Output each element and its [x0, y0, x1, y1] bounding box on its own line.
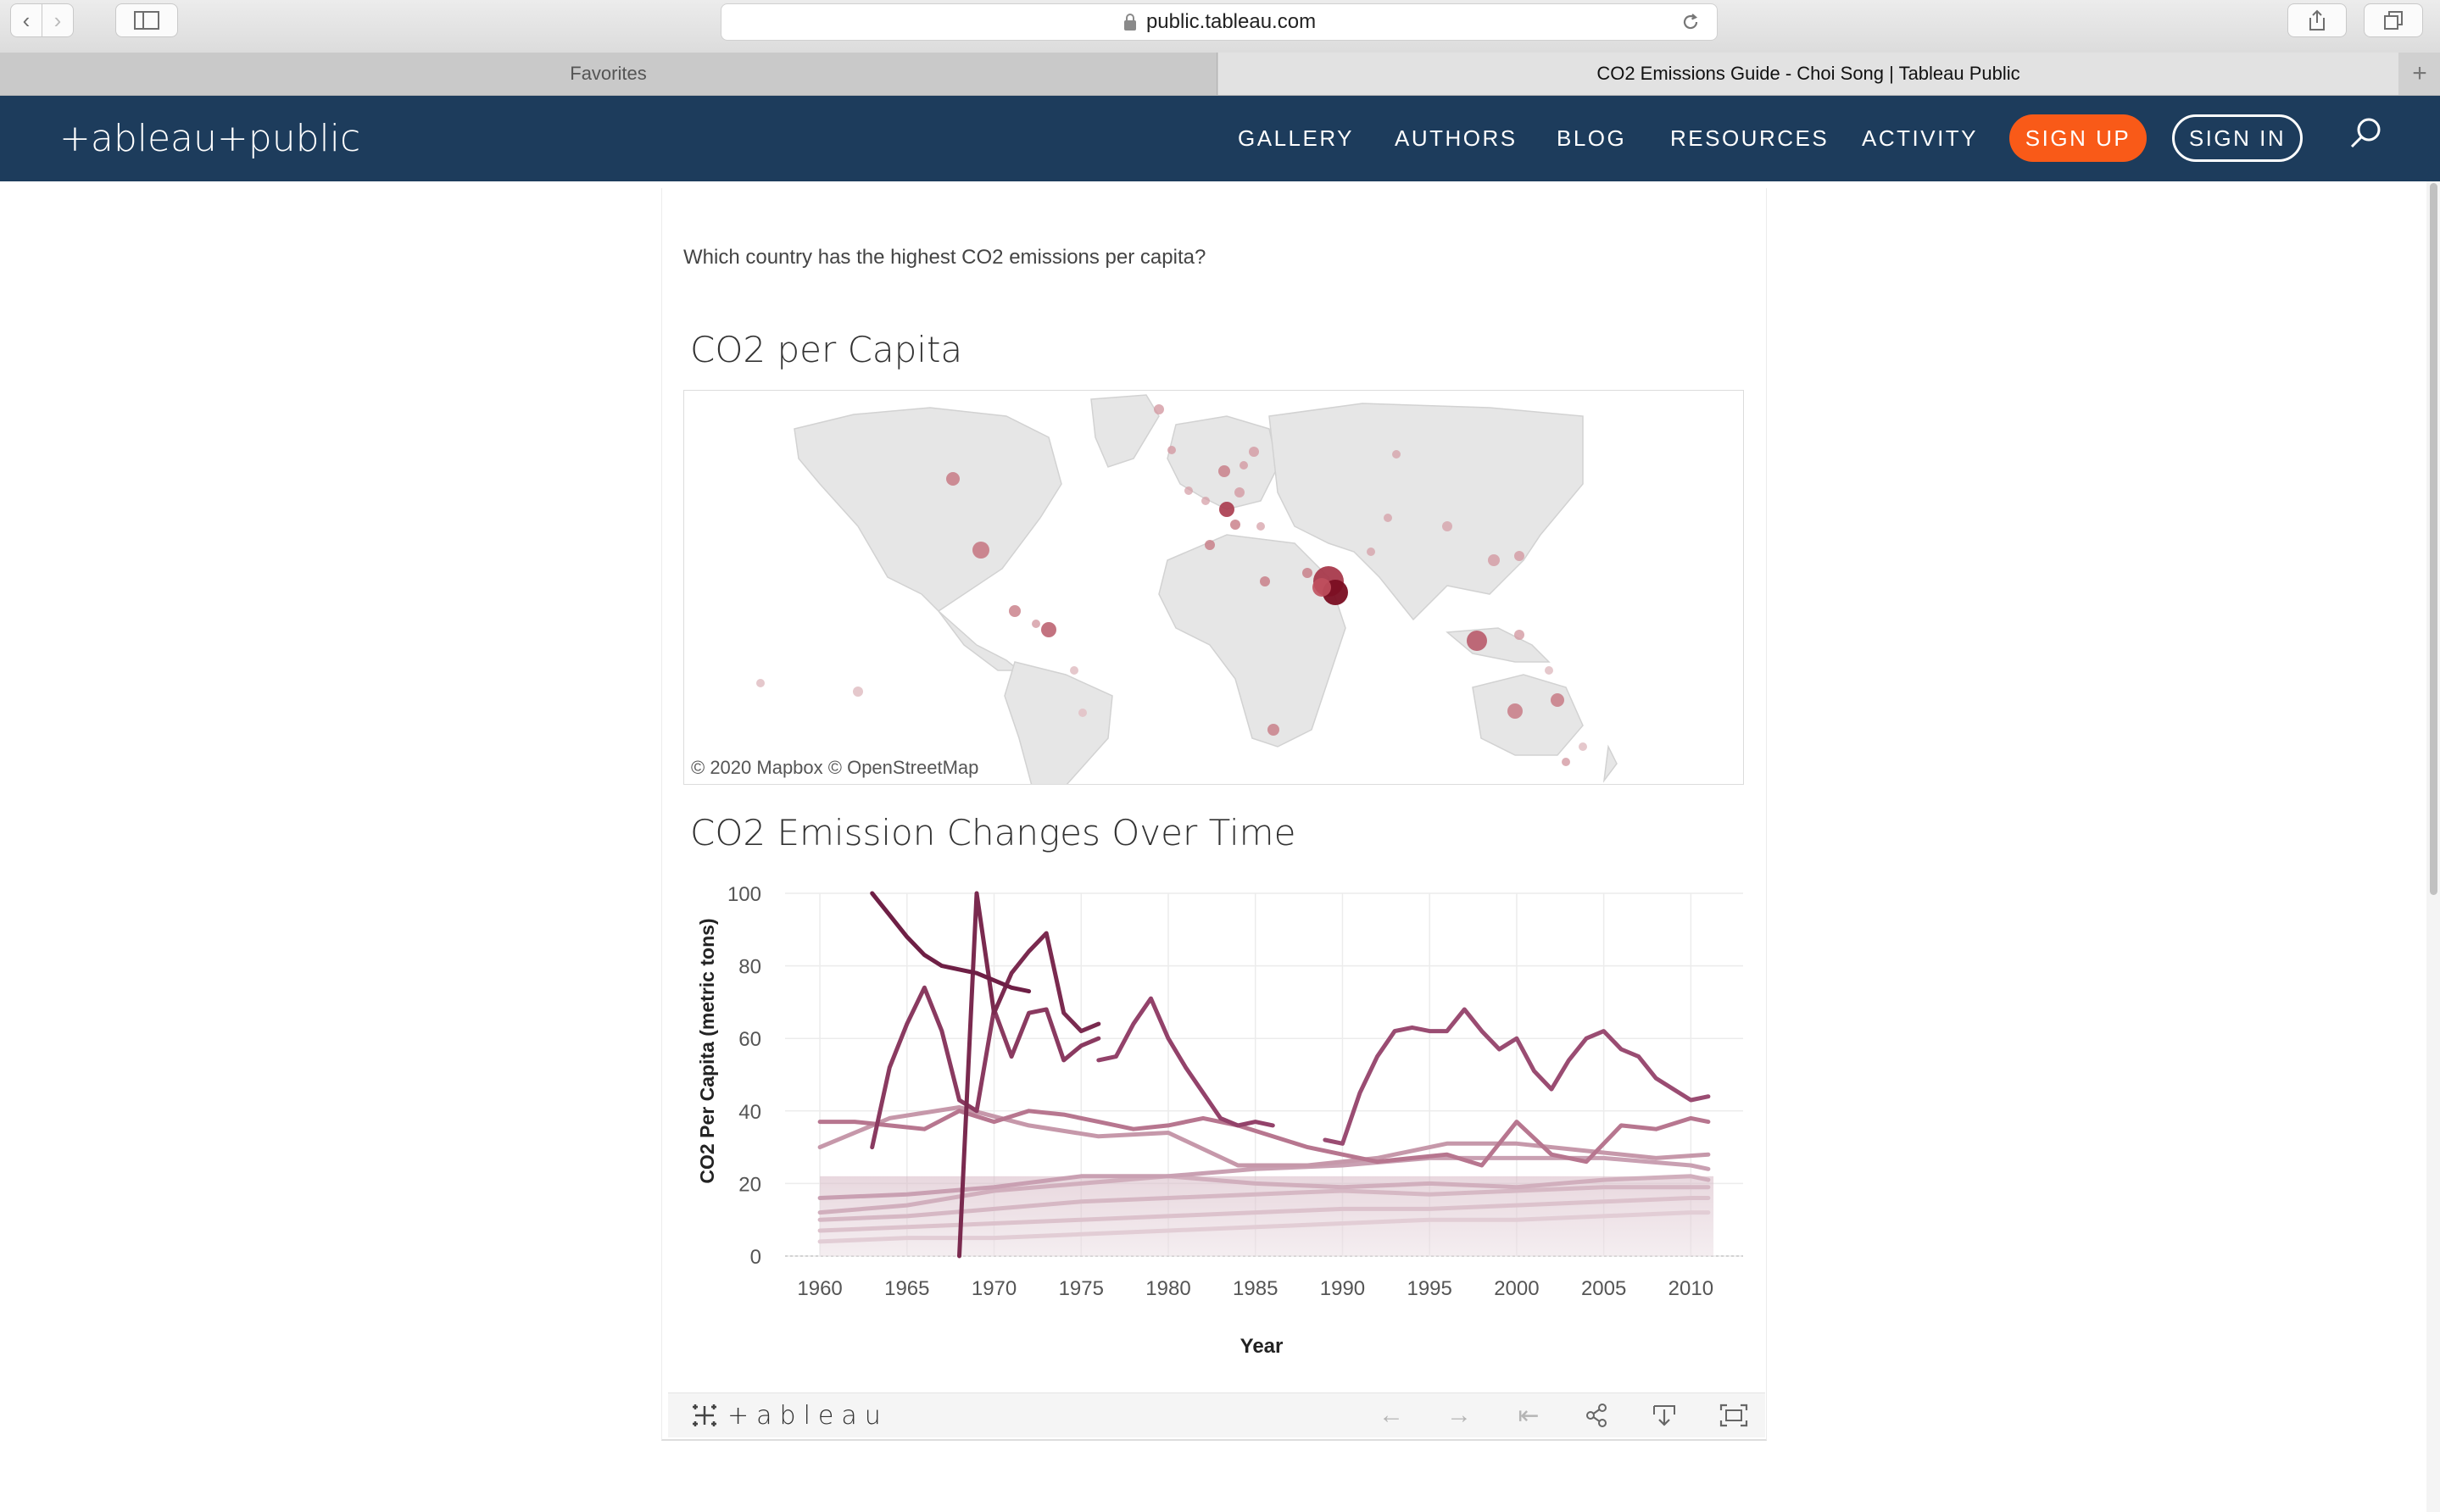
- sign-in-button[interactable]: SIGN IN: [2172, 114, 2303, 162]
- country-emission-bubbles[interactable]: [756, 404, 1587, 766]
- x-tick-label: 1985: [1233, 1277, 1278, 1300]
- browser-toolbar: ‹ › public.tableau.com: [0, 0, 2440, 53]
- address-bar[interactable]: public.tableau.com: [721, 3, 1718, 41]
- tab-active[interactable]: CO2 Emissions Guide - Choi Song | Tablea…: [1218, 53, 2398, 95]
- y-axis-ticks: 0 20 40 60 80 100: [727, 883, 761, 1269]
- y-tick-label: 80: [738, 956, 761, 979]
- x-tick-label: 1965: [884, 1277, 929, 1300]
- undo-icon[interactable]: ←: [1379, 1401, 1404, 1429]
- map-attribution[interactable]: © 2020 Mapbox © OpenStreetMap: [691, 757, 979, 778]
- nav-blog[interactable]: BLOG: [1557, 125, 1627, 151]
- series-line[interactable]: [817, 1109, 1711, 1168]
- x-tick-label: 2000: [1494, 1277, 1539, 1300]
- co2-line-chart[interactable]: 0 20 40 60 80 100 1960 1965 1970 1975 1980 1985 199…: [683, 864, 1752, 1373]
- world-map[interactable]: [684, 391, 1744, 785]
- tableau-wordmark: +ableau: [727, 1400, 889, 1431]
- download-button[interactable]: [1643, 1393, 1685, 1437]
- series-line[interactable]: [957, 891, 1101, 1259]
- x-tick-label: 1995: [1407, 1277, 1451, 1300]
- x-axis-ticks: 1960 1965 1970 1975 1980 1985 1990 1995 2000 2005…: [797, 1277, 1713, 1300]
- lock-icon: [1123, 14, 1136, 31]
- series-line[interactable]: [870, 985, 1101, 1150]
- site-header: +ableau+public GALLERY AUTHORS BLOG RESO…: [0, 96, 2440, 181]
- nav-resources[interactable]: RESOURCES: [1670, 125, 1830, 151]
- sign-up-button[interactable]: SIGN UP: [2009, 114, 2147, 162]
- nav-authors[interactable]: AUTHORS: [1395, 125, 1518, 151]
- series-line[interactable]: [870, 891, 1032, 994]
- sidebar-toggle-button[interactable]: [115, 3, 178, 37]
- land-masses: [794, 394, 1618, 784]
- back-button[interactable]: ‹: [10, 3, 42, 37]
- tabs-overview-button[interactable]: [2364, 3, 2423, 37]
- story-question: Which country has the highest CO2 emissi…: [683, 246, 1206, 269]
- redo-icon[interactable]: →: [1446, 1401, 1472, 1429]
- viz-toolbar: +ableau ← → ⇤: [668, 1392, 1765, 1437]
- x-tick-label: 2005: [1581, 1277, 1626, 1300]
- share-button[interactable]: [2287, 3, 2347, 37]
- reload-icon[interactable]: [1680, 11, 1702, 33]
- series-line[interactable]: [817, 1210, 1711, 1244]
- x-tick-label: 2010: [1668, 1277, 1713, 1300]
- series-line[interactable]: [1096, 996, 1275, 1128]
- nav-gallery[interactable]: GALLERY: [1238, 125, 1354, 151]
- nav-activity[interactable]: ACTIVITY: [1862, 125, 1979, 151]
- tab-bar: Favorites CO2 Emissions Guide - Choi Son…: [0, 53, 2440, 96]
- fullscreen-icon: [1719, 1404, 1748, 1427]
- series-line[interactable]: [817, 1196, 1711, 1233]
- tab-label: CO2 Emissions Guide - Choi Song | Tablea…: [1596, 63, 2020, 84]
- tab-favorites[interactable]: Favorites: [0, 53, 1217, 95]
- share-viz-button[interactable]: [1575, 1393, 1618, 1437]
- series-line[interactable]: [817, 1174, 1711, 1215]
- x-tick-label: 1980: [1145, 1277, 1190, 1300]
- search-icon[interactable]: [2347, 114, 2386, 153]
- chart-title: CO2 Emission Changes Over Time: [690, 812, 1296, 853]
- scrollbar-thumb[interactable]: [2430, 183, 2437, 895]
- y-tick-label: 0: [750, 1246, 761, 1269]
- y-tick-label: 20: [738, 1173, 761, 1196]
- x-tick-label: 1960: [797, 1277, 842, 1300]
- y-tick-label: 100: [727, 883, 761, 906]
- new-tab-button[interactable]: +: [2399, 53, 2440, 95]
- tableau-public-logo[interactable]: +ableau+public: [59, 117, 361, 160]
- share-nodes-icon: [1586, 1404, 1607, 1427]
- x-tick-label: 1990: [1320, 1277, 1365, 1300]
- sidebar-icon: [134, 11, 159, 30]
- plus-icon: +: [2412, 59, 2427, 87]
- series-line[interactable]: [817, 1185, 1711, 1222]
- map-title: CO2 per Capita: [690, 329, 963, 370]
- download-icon: [1653, 1405, 1675, 1426]
- series-line[interactable]: [1323, 1007, 1711, 1146]
- url-text: public.tableau.com: [1145, 10, 1317, 33]
- x-tick-label: 1975: [1059, 1277, 1104, 1300]
- chart-series[interactable]: [817, 891, 1711, 1259]
- y-tick-label: 60: [738, 1028, 761, 1051]
- co2-map[interactable]: © 2020 Mapbox © OpenStreetMap: [683, 390, 1744, 785]
- series-line[interactable]: [817, 1105, 1711, 1168]
- y-axis-label: CO2 Per Capita (metric tons): [696, 918, 718, 1183]
- tabs-icon: [2384, 11, 2403, 30]
- fullscreen-button[interactable]: [1713, 1393, 1755, 1437]
- tab-label: Favorites: [570, 63, 647, 84]
- forward-button[interactable]: ›: [42, 3, 74, 37]
- tableau-mark-icon: [693, 1404, 716, 1426]
- x-axis-label: Year: [1240, 1335, 1284, 1358]
- revert-icon[interactable]: ⇤: [1518, 1401, 1540, 1430]
- share-icon: [2309, 9, 2325, 31]
- y-tick-label: 40: [738, 1101, 761, 1124]
- x-tick-label: 1970: [972, 1277, 1017, 1300]
- tableau-footer-logo[interactable]: +ableau: [690, 1393, 889, 1437]
